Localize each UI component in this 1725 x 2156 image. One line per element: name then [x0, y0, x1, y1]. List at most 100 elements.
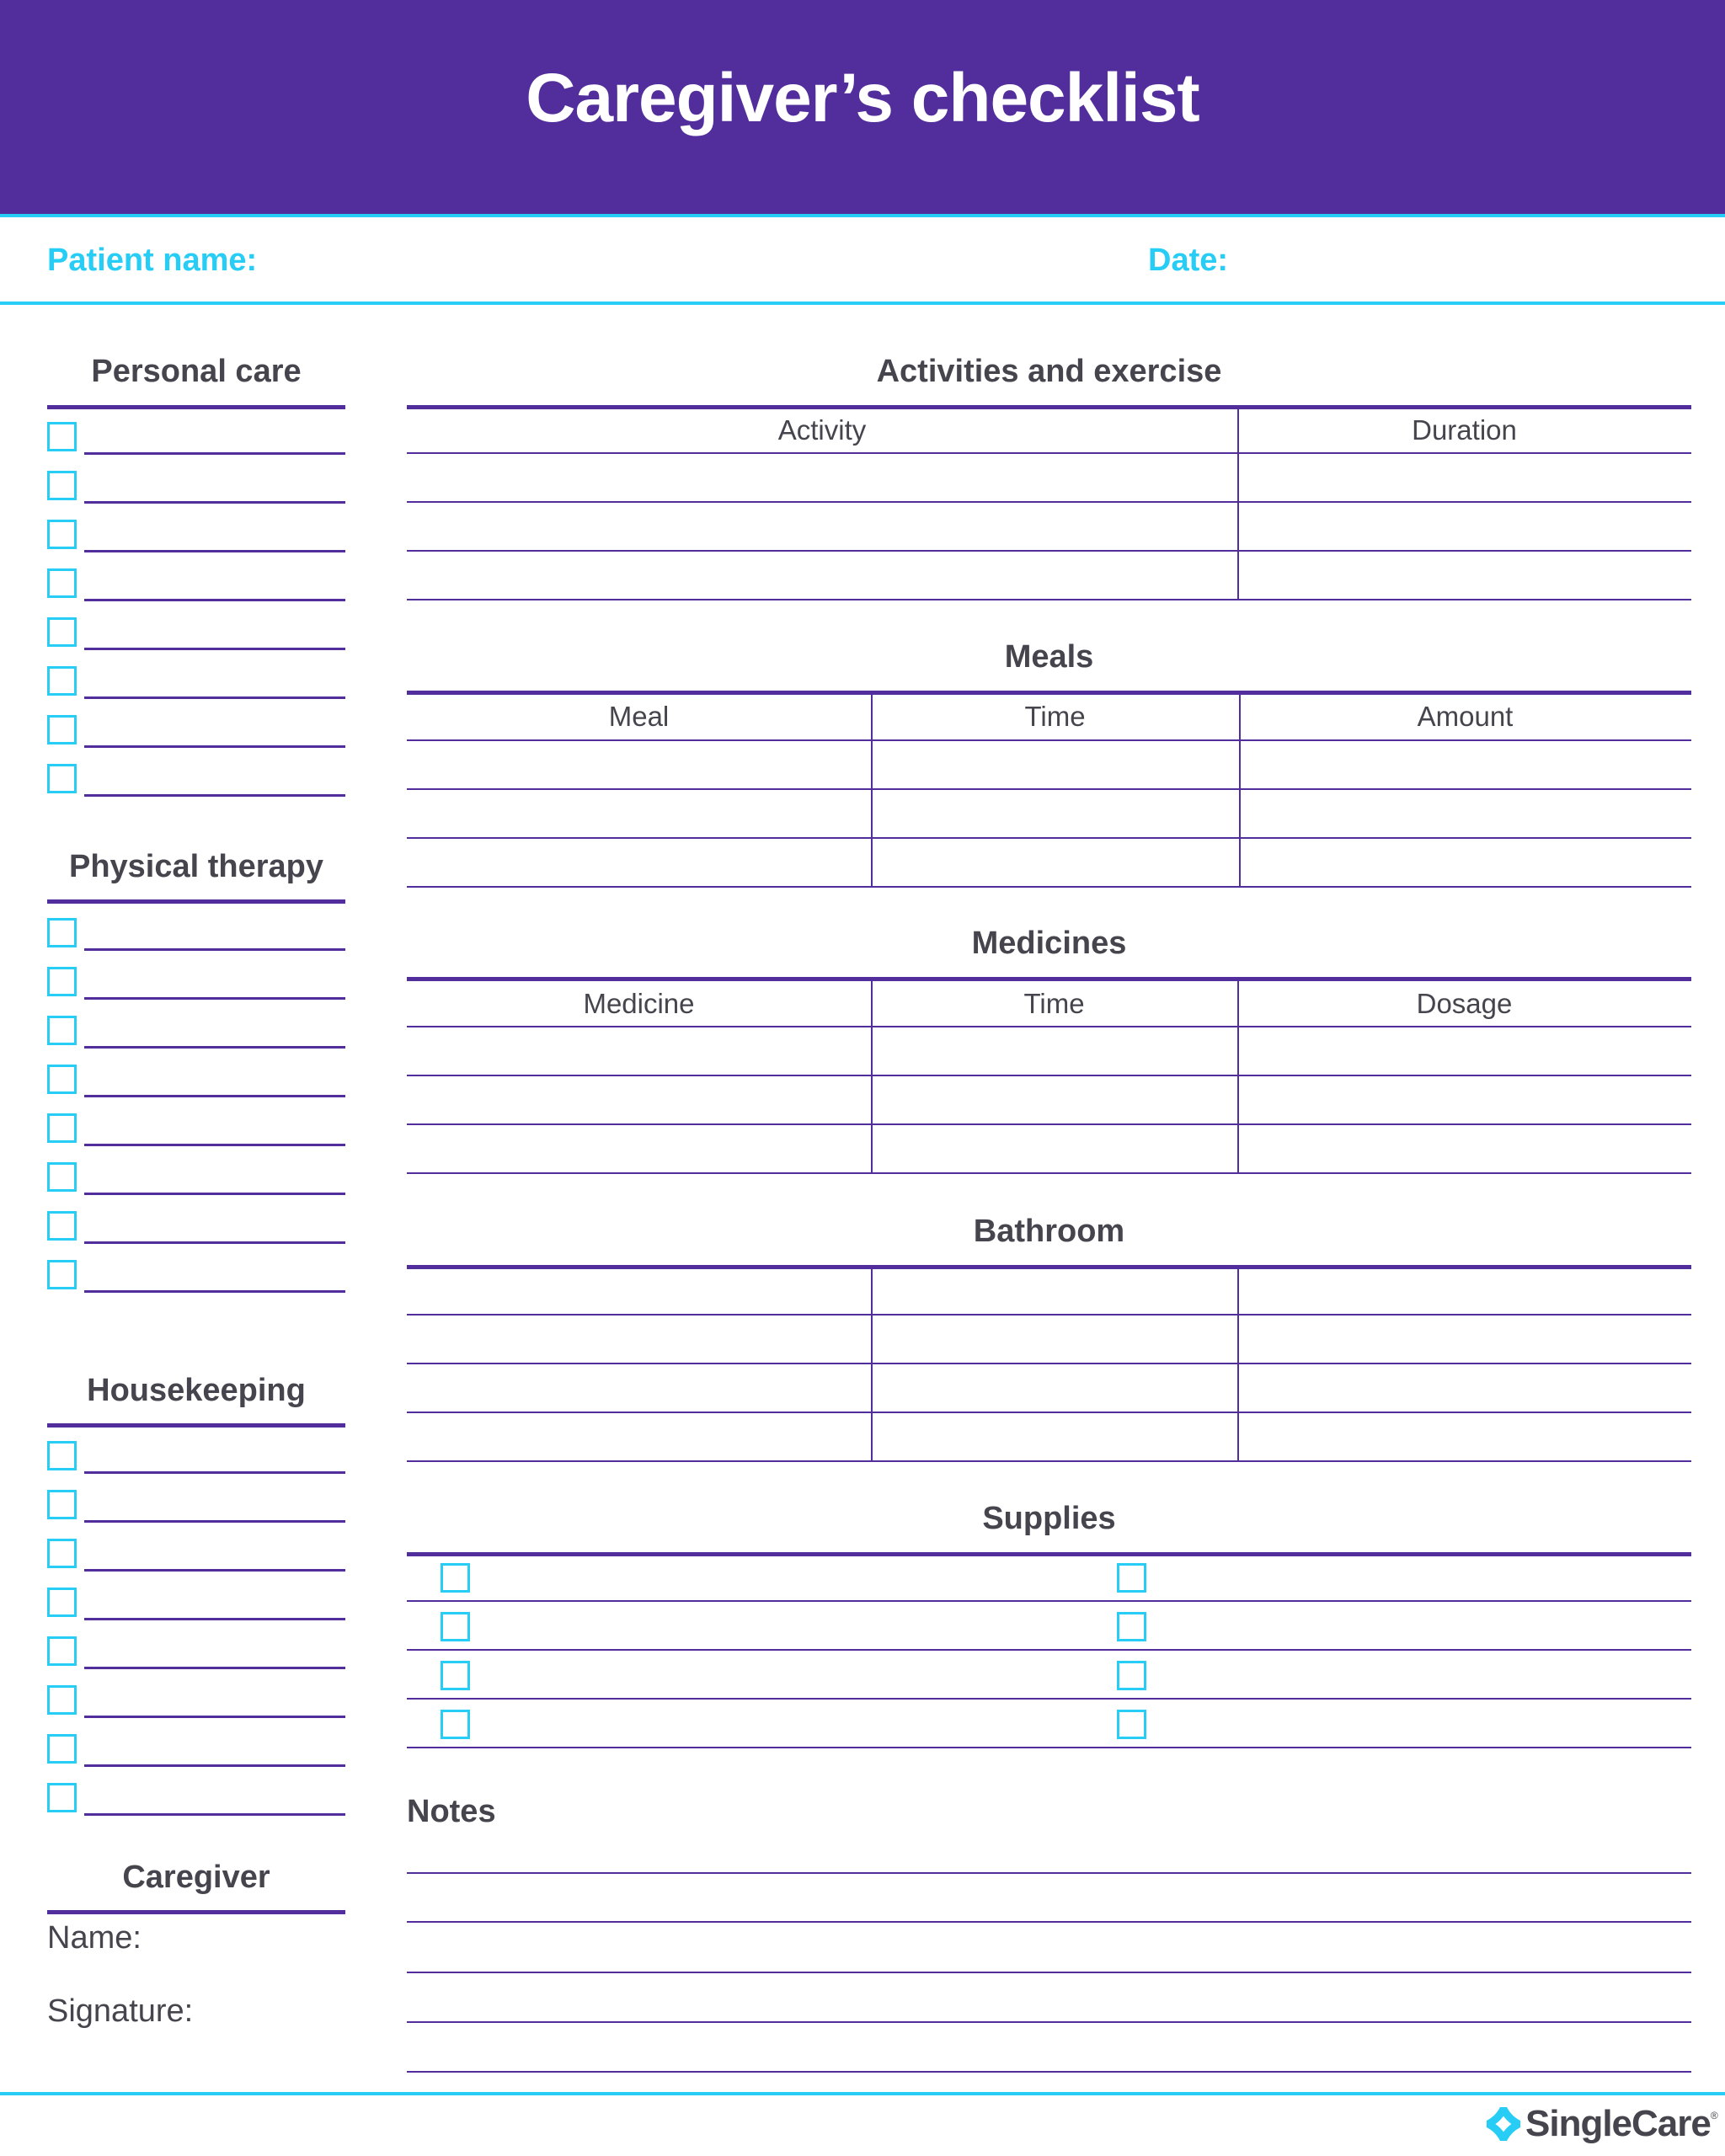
notes-line[interactable]	[407, 2021, 1691, 2023]
checkbox[interactable]	[47, 918, 77, 947]
table-row-line[interactable]	[407, 599, 1691, 600]
table-row-line[interactable]	[407, 1460, 1691, 1462]
supply-checkbox[interactable]	[441, 1563, 470, 1593]
checkbox[interactable]	[47, 1211, 77, 1241]
write-in-line[interactable]	[84, 1813, 345, 1816]
table-row-line[interactable]	[407, 739, 1691, 741]
checkbox[interactable]	[47, 568, 77, 598]
caregiver-signature-label: Signature:	[47, 1993, 194, 2029]
notes-line[interactable]	[407, 1972, 1691, 1973]
checkbox[interactable]	[47, 617, 77, 647]
personal-care-heading: Personal care	[91, 354, 302, 389]
write-in-line[interactable]	[84, 1193, 345, 1195]
write-in-line[interactable]	[84, 1764, 345, 1767]
write-in-line[interactable]	[84, 696, 345, 699]
checkbox[interactable]	[47, 1016, 77, 1045]
write-in-line[interactable]	[84, 1290, 345, 1293]
supply-checkbox[interactable]	[441, 1661, 470, 1690]
table-row-line[interactable]	[407, 1026, 1691, 1027]
write-in-line[interactable]	[84, 1471, 345, 1474]
meals-heading: Meals	[1004, 639, 1094, 675]
checkbox[interactable]	[47, 1539, 77, 1568]
write-in-line[interactable]	[84, 501, 345, 504]
checkbox[interactable]	[47, 1113, 77, 1143]
checkbox[interactable]	[47, 520, 77, 549]
supply-checkbox[interactable]	[441, 1612, 470, 1641]
write-in-line[interactable]	[84, 1520, 345, 1523]
table-row-line[interactable]	[407, 1172, 1691, 1174]
supply-checkbox[interactable]	[441, 1710, 470, 1739]
table-row-line[interactable]	[407, 1314, 1691, 1315]
checkbox[interactable]	[47, 666, 77, 696]
table-row-line[interactable]	[407, 550, 1691, 552]
time-column-header: Time	[1024, 701, 1086, 732]
notes-line[interactable]	[407, 1872, 1691, 1874]
write-in-line[interactable]	[84, 452, 345, 455]
write-in-line[interactable]	[84, 948, 345, 951]
checkbox[interactable]	[47, 967, 77, 996]
supply-line[interactable]	[407, 1649, 1691, 1651]
checkbox[interactable]	[47, 715, 77, 744]
write-in-line[interactable]	[84, 794, 345, 797]
registered-mark: ®	[1710, 2110, 1718, 2121]
checkbox[interactable]	[47, 1685, 77, 1715]
table-row-line[interactable]	[407, 837, 1691, 839]
supply-checkbox[interactable]	[1117, 1661, 1146, 1690]
table-row-line[interactable]	[407, 886, 1691, 888]
duration-column-header: Duration	[1412, 414, 1517, 446]
supply-checkbox[interactable]	[1117, 1563, 1146, 1593]
notes-line[interactable]	[407, 2071, 1691, 2073]
table-row-line[interactable]	[407, 452, 1691, 454]
write-in-line[interactable]	[84, 648, 345, 650]
checkbox[interactable]	[47, 1783, 77, 1812]
activities-heading: Activities and exercise	[876, 354, 1222, 389]
write-in-line[interactable]	[84, 1095, 345, 1097]
table-row-line[interactable]	[407, 1363, 1691, 1364]
checkbox[interactable]	[47, 1441, 77, 1470]
table-row-line[interactable]	[407, 1123, 1691, 1125]
meal-column-header: Meal	[608, 701, 670, 732]
supply-line[interactable]	[407, 1747, 1691, 1748]
checkbox[interactable]	[47, 471, 77, 500]
column-divider	[1237, 409, 1239, 599]
checkbox[interactable]	[47, 1162, 77, 1192]
table-row-line[interactable]	[407, 501, 1691, 503]
supply-line[interactable]	[407, 1698, 1691, 1700]
column-divider	[1237, 1269, 1239, 1460]
checkbox[interactable]	[47, 422, 77, 451]
checkbox[interactable]	[47, 764, 77, 793]
write-in-line[interactable]	[84, 745, 345, 748]
table-row-line[interactable]	[407, 1075, 1691, 1076]
checkbox[interactable]	[47, 1636, 77, 1666]
notes-line[interactable]	[407, 1921, 1691, 1923]
write-in-line[interactable]	[84, 1667, 345, 1669]
singlecare-logo: SingleCare ®	[1487, 2103, 1718, 2145]
write-in-line[interactable]	[84, 997, 345, 1000]
supply-checkbox[interactable]	[1117, 1612, 1146, 1641]
write-in-line[interactable]	[84, 1144, 345, 1146]
write-in-line[interactable]	[84, 1716, 345, 1718]
checkbox[interactable]	[47, 1588, 77, 1617]
column-divider	[871, 1269, 873, 1460]
write-in-line[interactable]	[84, 1569, 345, 1572]
write-in-line[interactable]	[84, 599, 345, 601]
write-in-line[interactable]	[84, 1618, 345, 1620]
table-row-line[interactable]	[407, 788, 1691, 790]
write-in-line[interactable]	[84, 1241, 345, 1244]
supply-checkbox[interactable]	[1117, 1710, 1146, 1739]
checkbox[interactable]	[47, 1734, 77, 1764]
checkbox[interactable]	[47, 1065, 77, 1094]
bathroom-heading: Bathroom	[973, 1214, 1125, 1249]
write-in-line[interactable]	[84, 1046, 345, 1049]
housekeeping-heading: Housekeeping	[87, 1373, 306, 1408]
physical-therapy-heading: Physical therapy	[68, 849, 324, 884]
supply-line[interactable]	[407, 1600, 1691, 1602]
supplies-heading: Supplies	[982, 1501, 1116, 1536]
table-row-line[interactable]	[407, 1412, 1691, 1413]
checkbox[interactable]	[47, 1490, 77, 1519]
section-rule	[47, 1423, 345, 1428]
checkbox[interactable]	[47, 1260, 77, 1289]
write-in-line[interactable]	[84, 550, 345, 552]
notes-label: Notes	[407, 1794, 496, 1829]
footer-divider	[0, 2092, 1725, 2095]
